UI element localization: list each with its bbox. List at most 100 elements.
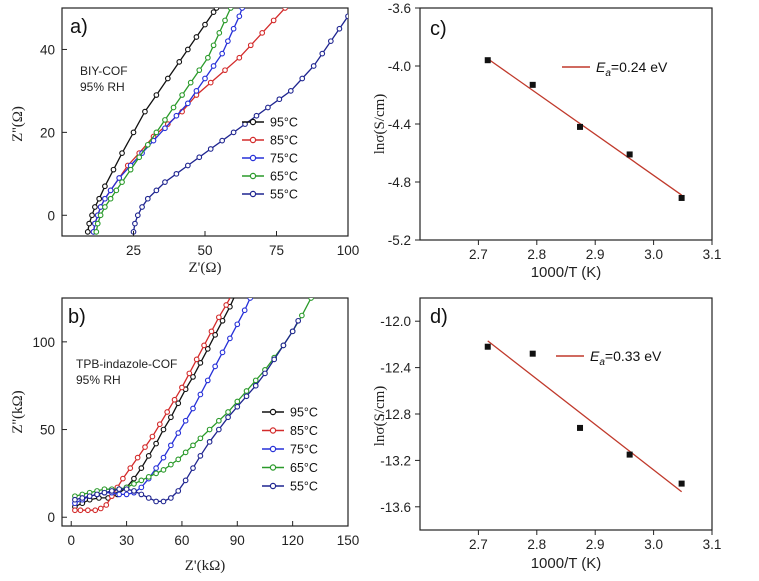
x-tick-label-b-5: 150 — [337, 533, 360, 548]
point-b-0-7 — [131, 475, 137, 482]
point-b-4-13 — [168, 495, 174, 501]
data-point-c-0 — [484, 57, 491, 64]
point-b-3-9 — [138, 477, 145, 484]
point-b-3-8 — [131, 481, 137, 487]
point-a-4-24 — [351, 6, 356, 11]
point-a-3-17 — [210, 42, 217, 49]
y-tick-label-a-2: 40 — [40, 42, 55, 57]
legend-marker-b-0 — [269, 408, 277, 416]
x-tick-label-c-0: 2.7 — [469, 247, 488, 262]
annotation-b-line2: 95% RH — [76, 373, 121, 387]
point-b-0-19 — [219, 317, 226, 324]
point-b-4-23 — [252, 382, 259, 389]
point-b-0-9 — [145, 452, 152, 459]
data-point-d-2 — [577, 424, 584, 431]
point-a-4-15 — [265, 104, 271, 111]
point-b-4-28 — [295, 317, 302, 324]
point-b-2-23 — [241, 307, 248, 314]
plot-frame-a — [61, 7, 349, 237]
data-point-d-3 — [626, 451, 633, 458]
point-a-0-11 — [164, 75, 171, 82]
point-a-3-19 — [222, 17, 228, 24]
point-a-3-9 — [144, 141, 151, 148]
point-a-4-14 — [253, 112, 260, 119]
point-a-3-12 — [170, 104, 177, 111]
point-a-3-5 — [113, 187, 120, 194]
point-a-3-16 — [205, 54, 211, 61]
y-tick-label-a-0: 0 — [47, 208, 55, 223]
y-tick-label-d-3: -13.2 — [380, 453, 411, 468]
point-a-3-20 — [227, 8, 234, 11]
point-b-2-22 — [234, 321, 241, 328]
fit-line-c — [487, 58, 683, 196]
ea-value-c: =0.24 eV — [611, 59, 668, 75]
y-tick-label-b-1: 50 — [40, 423, 55, 438]
point-a-3-18 — [216, 30, 223, 36]
point-b-2-9 — [138, 484, 145, 491]
panel-label-b: b) — [68, 306, 86, 328]
point-a-3-7 — [127, 166, 134, 173]
y-axis-label-d: lnσ(S/cm) — [372, 386, 388, 447]
legend-marker-b-2 — [269, 445, 277, 453]
y-tick-label-d-4: -13.6 — [380, 500, 411, 515]
ea-subscript-d: a — [599, 357, 605, 368]
point-b-1-11 — [142, 444, 148, 450]
point-b-3-18 — [206, 426, 213, 433]
point-a-4-6 — [162, 179, 168, 185]
point-b-4-9 — [138, 491, 145, 498]
legend-marker-b-3 — [269, 464, 277, 471]
legend-marker-a-1 — [249, 136, 257, 144]
y-tick-label-c-4: -5.2 — [388, 233, 411, 248]
point-b-2-13 — [168, 442, 174, 449]
panel-label-d: d) — [430, 306, 448, 328]
ea-subscript-c: a — [605, 68, 611, 79]
point-a-4-2 — [134, 212, 141, 219]
point-b-1-9 — [127, 465, 134, 471]
legend-label-b-2: 75°C — [290, 443, 318, 457]
point-a-0-4 — [96, 195, 103, 202]
point-a-0-6 — [110, 166, 117, 173]
point-a-0-2 — [89, 212, 95, 219]
point-a-2-14 — [202, 75, 208, 82]
fit-line-d — [487, 340, 683, 493]
point-b-1-13 — [156, 421, 163, 428]
x-axis-label-b: Z'(kΩ) — [185, 558, 226, 574]
point-b-4-11 — [153, 498, 159, 505]
point-b-2-11 — [153, 465, 159, 471]
annotation-b-line1: TPB-indazole-COF — [76, 357, 177, 371]
point-b-4-8 — [131, 488, 137, 494]
point-b-4-27 — [289, 328, 296, 335]
data-point-c-4 — [678, 194, 685, 201]
point-b-3-14 — [175, 456, 182, 463]
legend-label-b-3: 65°C — [290, 461, 318, 475]
point-a-0-9 — [142, 108, 148, 115]
point-b-1-20 — [208, 328, 215, 335]
y-tick-label-d-2: -12.8 — [380, 407, 411, 422]
panel-b: b) TPB-indazole-COF 95% RH 0 30 60 90 120 150… — [10, 292, 360, 574]
point-a-2-19 — [236, 13, 243, 20]
point-a-4-22 — [336, 25, 343, 32]
point-b-0-12 — [168, 414, 174, 421]
point-b-2-18 — [204, 377, 211, 384]
point-a-3-10 — [153, 129, 160, 136]
plot-frame-b — [61, 297, 349, 527]
x-tick-label-a-1: 50 — [197, 243, 212, 258]
point-a-1-14 — [222, 67, 228, 74]
point-b-2-14 — [175, 430, 182, 436]
x-tick-label-b-2: 60 — [174, 533, 189, 548]
x-axis-label-d: 1000/T (K) — [531, 555, 602, 572]
point-a-1-13 — [207, 79, 214, 86]
x-axis-label-c: 1000/T (K) — [531, 264, 602, 281]
point-b-4-17 — [197, 452, 204, 459]
point-a-0-5 — [102, 183, 108, 190]
point-b-0-16 — [197, 360, 204, 366]
point-b-3-12 — [160, 467, 167, 473]
legend-marker-a-3 — [249, 172, 257, 180]
point-a-2-20 — [239, 8, 246, 11]
point-b-0-21 — [233, 292, 238, 297]
point-a-3-13 — [179, 92, 185, 98]
point-b-4-15 — [182, 477, 189, 484]
point-a-0-1 — [86, 220, 93, 227]
point-b-0-18 — [212, 331, 218, 338]
x-tick-label-d-0: 2.7 — [469, 537, 488, 552]
